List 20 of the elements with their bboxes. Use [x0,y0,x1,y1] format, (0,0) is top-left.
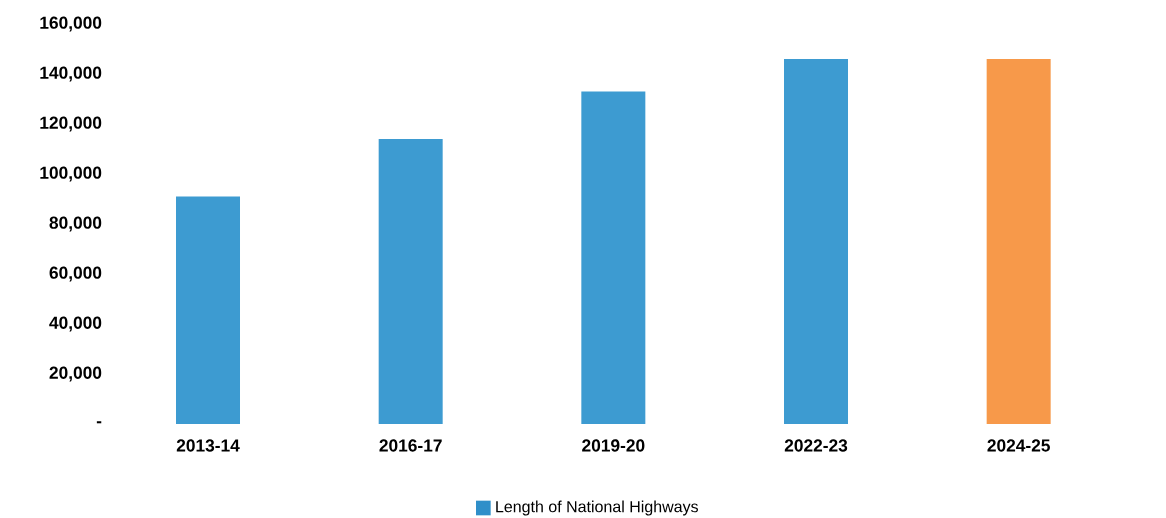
y-tick-label: 160,000 [40,16,102,32]
y-tick-label: - [96,421,102,424]
y-tick-label: 60,000 [49,266,102,282]
bar [378,139,443,424]
x-tick-label: 2019-20 [582,439,645,452]
bar [176,196,240,424]
y-tick-label: 140,000 [40,66,102,82]
bar [581,91,646,424]
y-tick-label: 100,000 [40,166,102,182]
x-tick-label: 2024-25 [987,439,1050,452]
x-tick-label: 2022-23 [784,439,848,452]
bar [986,59,1051,424]
y-tick-label: 120,000 [40,116,102,132]
y-tick-label: 80,000 [49,216,102,232]
x-tick-label: 2013-14 [176,439,240,452]
legend-label: Length of National Highways [496,500,698,516]
bar [784,59,849,424]
x-tick-label: 2016-17 [379,439,442,452]
y-tick-label: 20,000 [49,366,102,382]
y-tick-label: 40,000 [49,316,102,332]
